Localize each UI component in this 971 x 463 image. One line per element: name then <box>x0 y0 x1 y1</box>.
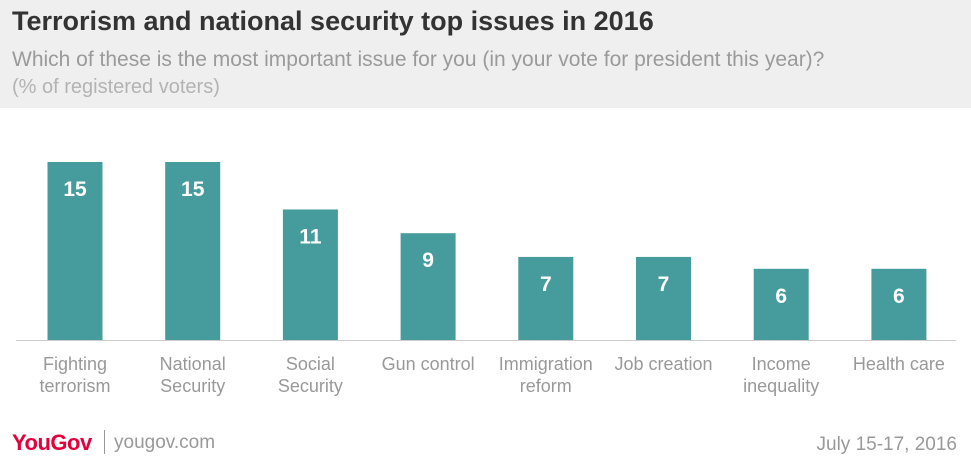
chart-subtitle: Which of these is the most important iss… <box>12 48 825 71</box>
bar-value-label: 6 <box>893 285 905 308</box>
footer-date: July 15-17, 2016 <box>816 434 958 455</box>
category-label: terrorism <box>40 376 111 396</box>
bar <box>47 162 103 340</box>
yougov-logo: YouGov <box>12 430 92 455</box>
category-label: Security <box>278 376 343 396</box>
category-label: Security <box>160 376 225 396</box>
bar-chart: 15Fightingterrorism15NationalSecurity11S… <box>16 162 956 396</box>
bar <box>165 162 221 340</box>
bar-value-label: 15 <box>181 178 205 201</box>
bar <box>871 268 927 340</box>
chart-unit-note: (% of registered voters) <box>12 76 220 98</box>
footer-separator <box>104 430 105 454</box>
category-label: Job creation <box>614 354 712 374</box>
bar-value-label: 6 <box>775 285 787 308</box>
bar <box>400 233 456 340</box>
bar-value-label: 9 <box>422 249 434 272</box>
bar-value-label: 7 <box>658 273 670 296</box>
category-label: inequality <box>743 376 819 396</box>
category-label: Immigration <box>499 354 593 374</box>
category-label: Health care <box>853 354 945 374</box>
bar-value-label: 11 <box>299 225 322 248</box>
bar <box>282 209 338 340</box>
category-label: National <box>160 354 226 374</box>
header-band: Terrorism and national security top issu… <box>0 0 971 108</box>
category-label: reform <box>520 376 572 396</box>
category-label: Gun control <box>382 354 475 374</box>
bar <box>518 256 574 340</box>
bar <box>753 268 809 340</box>
chart-title: Terrorism and national security top issu… <box>12 6 654 36</box>
bar-value-label: 7 <box>540 273 552 296</box>
bar-value-label: 15 <box>63 178 87 201</box>
category-label: Income <box>752 354 811 374</box>
category-label: Social <box>286 354 335 374</box>
footer-url: yougov.com <box>114 432 216 453</box>
bar <box>636 256 691 340</box>
category-label: Fighting <box>43 354 107 374</box>
